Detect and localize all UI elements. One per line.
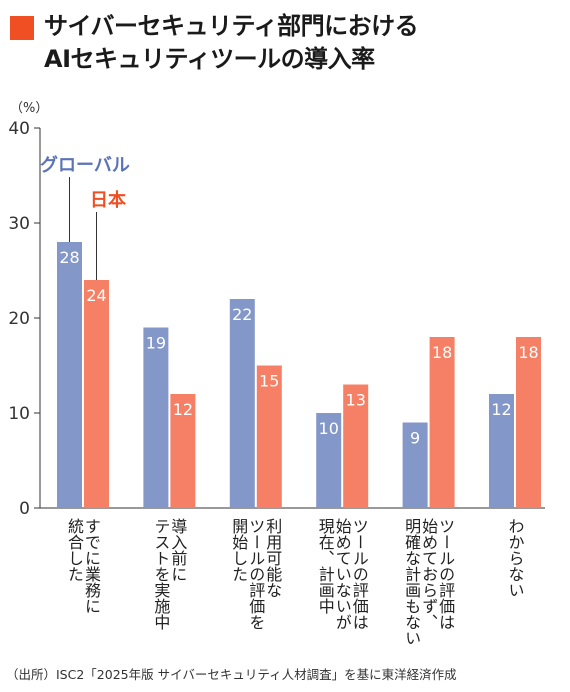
x-tick-label: 統合した	[65, 518, 84, 582]
x-tick-label: 始めておらず、	[419, 518, 438, 630]
legend-label-global: グローバル	[40, 154, 130, 176]
data-label: 24	[86, 286, 106, 305]
legend-label-japan: 日本	[90, 189, 126, 211]
bar-global	[143, 327, 169, 508]
x-tick-label: ツールの評価は	[350, 518, 369, 630]
x-tick-label: テストを実施中	[151, 518, 170, 630]
data-label: 28	[59, 248, 79, 267]
bar-global	[489, 394, 514, 508]
data-label: 19	[146, 334, 166, 353]
x-tick-label: 明確な計画もない	[402, 518, 421, 646]
bar-japan	[429, 337, 455, 508]
bar-global	[402, 422, 428, 508]
y-tick-label: 0	[19, 499, 30, 519]
x-tick-label: わからない	[506, 518, 525, 598]
x-tick-label: 始めていないが	[333, 518, 352, 630]
x-tick-label: ツールの評価を	[246, 518, 265, 630]
chart-title: サイバーセキュリティ部門における AIセキュリティツールの導入率	[44, 10, 419, 76]
x-tick-label: 利用可能な	[263, 518, 282, 598]
data-label: 13	[346, 391, 366, 410]
data-label: 18	[518, 343, 538, 362]
data-label: 22	[232, 305, 252, 324]
title-marker	[10, 16, 34, 40]
chart-title-line1: サイバーセキュリティ部門における	[44, 12, 419, 40]
y-unit-label: （%）	[10, 101, 48, 116]
x-tick-label: 導入前に	[168, 517, 187, 582]
y-tick-label: 10	[8, 404, 30, 424]
x-tick-label: 現在、計画中	[316, 518, 335, 614]
data-label: 12	[173, 400, 193, 419]
data-label: 15	[259, 372, 279, 391]
data-label: 10	[319, 419, 339, 438]
bar-japan	[170, 394, 196, 508]
y-tick-label: 40	[8, 119, 30, 139]
x-tick-label: ツールの評価は	[436, 518, 455, 630]
bar-japan	[343, 384, 369, 508]
x-tick-label: 開始した	[229, 518, 248, 582]
bar-japan	[256, 365, 282, 508]
bar-global	[316, 413, 342, 508]
bar-japan	[84, 280, 109, 508]
y-tick-label: 20	[8, 309, 30, 329]
source-note: （出所）ISC2「2025年版 サイバーセキュリティ人材調査」を基に東洋経済作成	[6, 667, 457, 682]
y-tick-label: 30	[8, 214, 30, 234]
bar-global	[229, 299, 255, 508]
data-label: 18	[432, 343, 452, 362]
chart-title-line2: AIセキュリティツールの導入率	[44, 45, 375, 73]
x-tick-label: すでに業務に	[82, 518, 101, 614]
bar-japan	[516, 337, 541, 508]
data-label: 12	[491, 400, 511, 419]
bar-global	[57, 242, 82, 508]
data-label: 9	[410, 429, 420, 448]
